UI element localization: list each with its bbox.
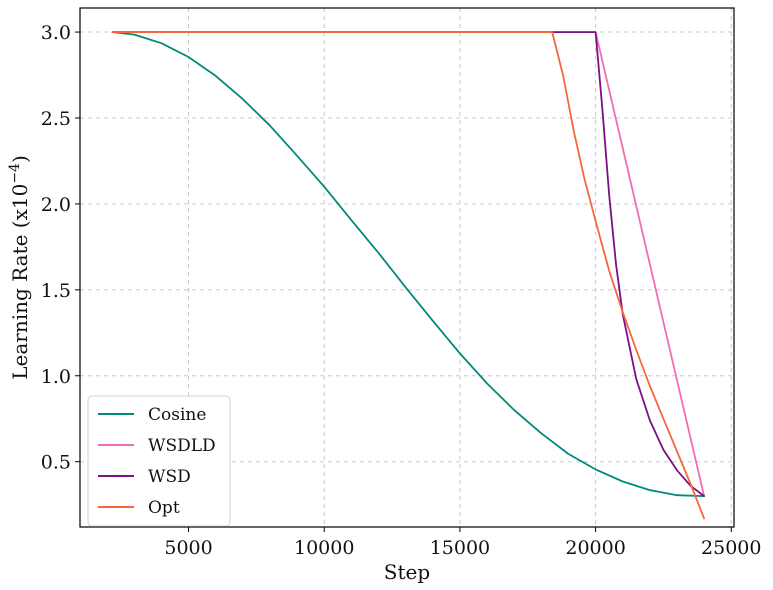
y-tick-label: 2.0 [41,194,71,216]
legend-label: Opt [148,498,180,518]
y-tick-label: 2.5 [41,108,71,130]
x-tick-label: 15000 [430,537,490,559]
y-axis-label: Learning Rate (x10−4) [7,155,32,380]
legend-label: Cosine [148,405,206,425]
series-line-cosine [111,31,705,498]
y-tick-label: 0.5 [41,452,71,474]
y-axis-label-suffix: ) [8,155,32,163]
y-tick-label: 1.5 [41,280,71,302]
legend-box [87,395,231,527]
y-tick-label: 3.0 [41,22,71,44]
x-tick-label: 25000 [701,537,761,559]
legend-label: WSDLD [148,436,216,456]
plot-frame [79,7,735,528]
series-layer [111,31,705,520]
y-axis-label-exponent: −4 [7,163,23,184]
y-tick-label: 1.0 [41,366,71,388]
y-axis-label-main: Learning Rate (x10 [8,184,32,380]
series-line-wsd [111,31,705,498]
grid-layer [80,8,734,527]
x-tick-label: 5000 [164,537,212,559]
legend: Cosine WSDLD WSD Opt [87,395,231,527]
legend-label: WSD [148,467,191,487]
x-axis-label: Step [384,560,430,584]
series-line-opt [111,31,705,520]
ticks-layer: 5000 10000 15000 20000 25000 0.5 1.0 1.5 2.0 2.5 3… [41,22,762,559]
x-tick-label: 20000 [565,537,625,559]
x-tick-label: 10000 [294,537,354,559]
